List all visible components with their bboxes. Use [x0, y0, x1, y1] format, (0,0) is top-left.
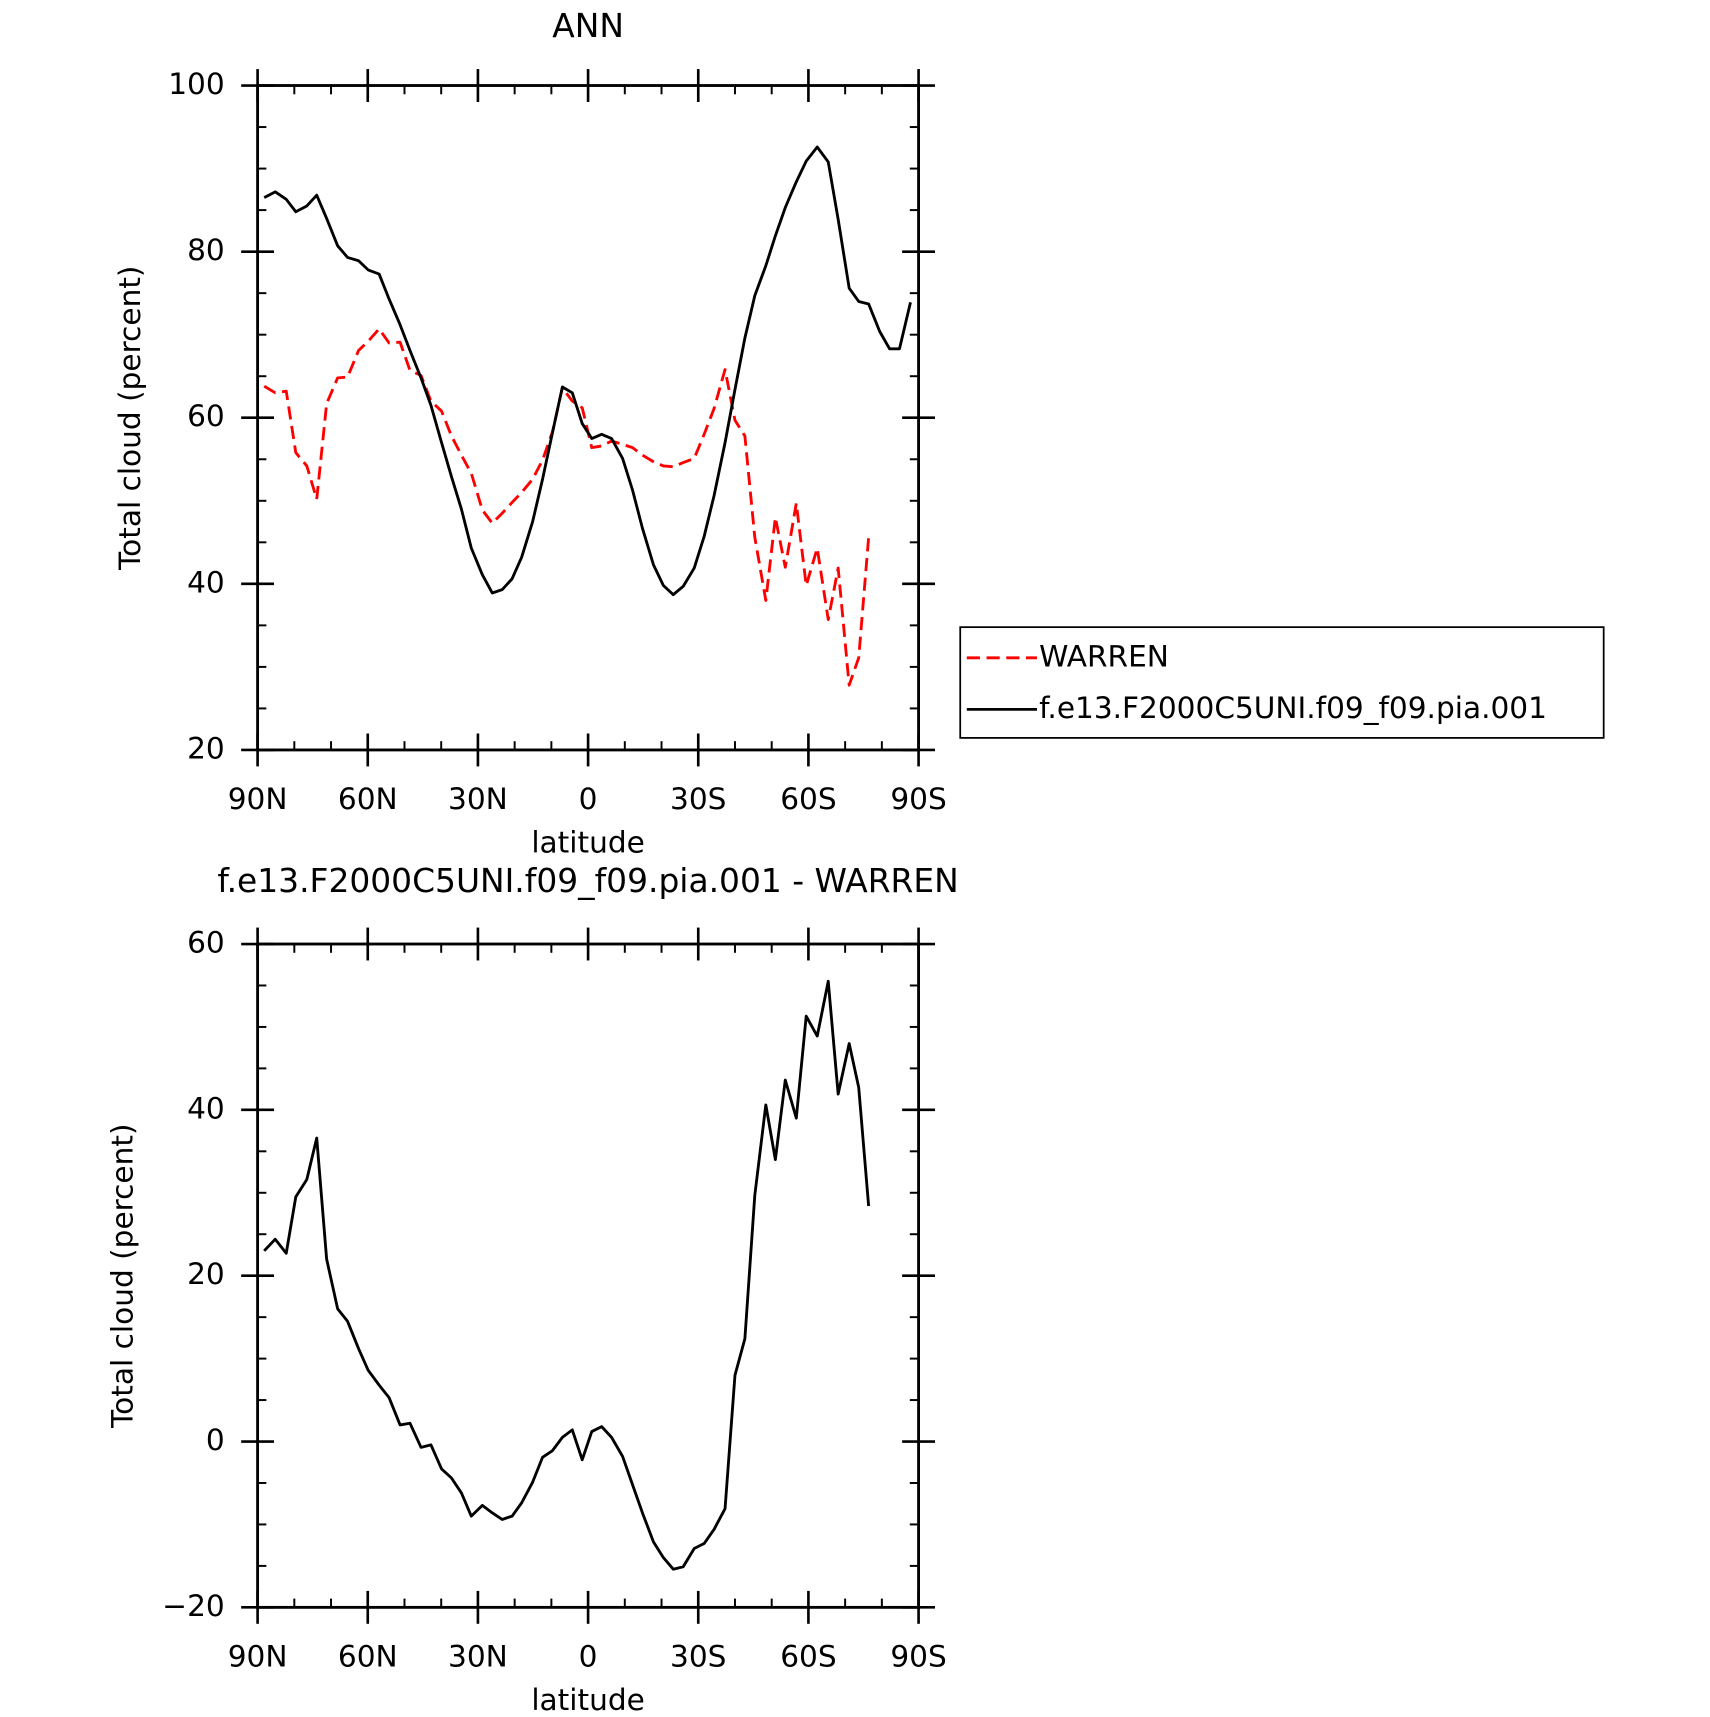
chart-title: ANN — [552, 6, 624, 45]
chart-title: f.e13.F2000C5UNI.f09_f09.pia.001 - WARRE… — [217, 861, 958, 900]
x-tick-label: 30S — [670, 1639, 726, 1673]
y-tick-label: 40 — [187, 565, 225, 599]
y-tick-label: 20 — [187, 1257, 225, 1291]
x-tick-label: 30S — [670, 782, 726, 816]
legend: WARREN f.e13.F2000C5UNI.f09_f09.pia.001 — [959, 626, 1605, 739]
x-tick-label: 60S — [780, 1639, 836, 1673]
y-tick-label: 0 — [206, 1423, 225, 1457]
legend-label: f.e13.F2000C5UNI.f09_f09.pia.001 — [1039, 691, 1547, 725]
x-tick-label: 90N — [228, 1639, 288, 1673]
legend-box — [959, 626, 1605, 739]
y-tick-label: −20 — [162, 1589, 224, 1623]
data-line — [263, 145, 912, 597]
y-tick-label: 60 — [187, 926, 225, 960]
x-axis-label: latitude — [531, 1683, 644, 1717]
plot-frame — [256, 84, 921, 752]
y-tick-label: 100 — [168, 67, 224, 101]
y-tick-label: 60 — [187, 399, 225, 433]
x-tick-label: 0 — [579, 1639, 598, 1673]
x-tick-label: 30N — [448, 782, 508, 816]
y-tick-label: 40 — [187, 1091, 225, 1125]
legend-label: WARREN — [1039, 639, 1169, 673]
y-axis-label: Total cloud (percent) — [105, 1123, 139, 1428]
x-tick-label: 90S — [890, 1639, 946, 1673]
x-tick-label: 90N — [228, 782, 288, 816]
panel: ANN latitude Total cloud (percent) 20 40 60 80… — [113, 6, 1605, 860]
data-line — [263, 979, 871, 1571]
x-tick-label: 90S — [890, 782, 946, 816]
y-tick-label: 20 — [187, 731, 225, 765]
x-tick-label: 30N — [448, 1639, 508, 1673]
x-tick-label: 60N — [338, 782, 398, 816]
x-tick-label: 60S — [780, 782, 836, 816]
plot-frame — [256, 942, 921, 1609]
data-line — [263, 327, 871, 687]
y-tick-label: 80 — [187, 233, 225, 267]
x-tick-label: 0 — [579, 782, 598, 816]
y-axis-label: Total cloud (percent) — [113, 266, 147, 571]
x-tick-label: 60N — [338, 1639, 398, 1673]
panel: f.e13.F2000C5UNI.f09_f09.pia.001 - WARRE… — [105, 861, 958, 1717]
x-axis-label: latitude — [531, 826, 644, 860]
